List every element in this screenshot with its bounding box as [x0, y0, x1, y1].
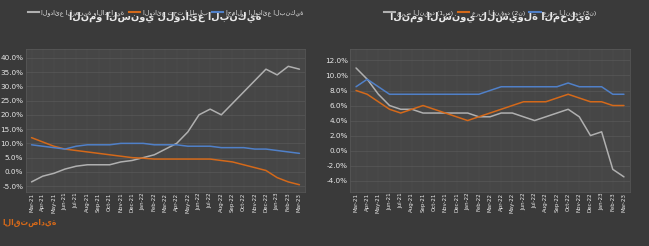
Title: النمو السنوي للودائع البنكية: النمو السنوي للودائع البنكية: [69, 11, 262, 21]
Text: الاقتصادية: الاقتصادية: [2, 218, 56, 227]
Title: النمو السنوي للسيولة المحلية: النمو السنوي للسيولة المحلية: [390, 11, 590, 21]
Legend: عرض النقود (1س), عرض النقود (2ن), عرض النقود (3ن): عرض النقود (1س), عرض النقود (2ن), عرض ال…: [381, 7, 599, 18]
Legend: الودائع الزمنية والادخارية, الودائع تحت الطلب, إجمالي الودائع البنكية: الودائع الزمنية والادخارية, الودائع تحت …: [25, 7, 306, 18]
